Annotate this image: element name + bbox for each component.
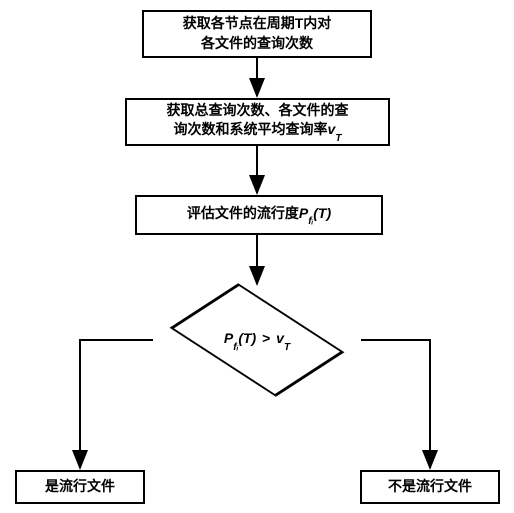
process-step-1-text: 获取各节点在周期T内对各文件的查询次数 <box>183 14 332 53</box>
decision-node: Pfᵢ(T) > vT <box>152 285 362 395</box>
process-step-3: 评估文件的流行度Pfᵢ(T) <box>135 195 383 235</box>
process-step-2: 获取总查询次数、各文件的查询次数和系统平均查询率vT <box>125 98 390 146</box>
process-step-3-text: 评估文件的流行度Pfᵢ(T) <box>187 204 331 227</box>
process-step-2-text: 获取总查询次数、各文件的查询次数和系统平均查询率vT <box>167 101 349 143</box>
outcome-no-text: 不是流行文件 <box>388 477 472 497</box>
outcome-yes-text: 是流行文件 <box>45 477 115 497</box>
process-step-1: 获取各节点在周期T内对各文件的查询次数 <box>142 10 372 58</box>
outcome-no: 不是流行文件 <box>360 470 500 504</box>
decision-expression: Pfᵢ(T) > vT <box>152 285 362 395</box>
outcome-yes: 是流行文件 <box>15 470 145 504</box>
flow-arrows <box>0 0 514 513</box>
